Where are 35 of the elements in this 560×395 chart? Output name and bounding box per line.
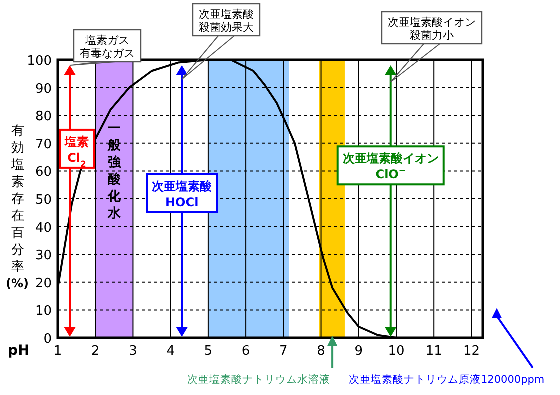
x-tick-label: 2 <box>91 344 100 359</box>
y-tick-label: 20 <box>35 276 52 292</box>
band-label: 一般強酸化水 <box>108 121 121 222</box>
y-tick-label: 60 <box>35 165 52 180</box>
x-tick-label: 7 <box>280 344 288 359</box>
x-tick-label: 10 <box>388 344 405 359</box>
text: 次亜塩素酸イオン殺菌力小 <box>388 16 476 42</box>
x-tick-label: 11 <box>426 344 442 359</box>
y-tick-label: 50 <box>35 193 52 208</box>
x-tick-label: 9 <box>354 344 364 359</box>
y-tick-label: 70 <box>35 137 52 152</box>
text: 次亜塩素酸ナトリウム原液120000ppm <box>349 373 545 386</box>
x-tick-label: 8 <box>317 344 326 359</box>
x-tick-label: 3 <box>129 344 138 359</box>
y-tick-label: 40 <box>35 220 52 236</box>
ref-line-label: 塩素 Cl$_{2}$ <box>64 134 89 169</box>
x-tick-label: 4 <box>166 344 175 359</box>
x-tick-label: 1 <box>54 344 62 359</box>
ref-line-label: 次亜塩素酸 HOCl <box>152 179 214 210</box>
y-tick-label: 10 <box>35 304 52 320</box>
x-tick-label: 12 <box>463 344 480 359</box>
annotation: 塩素ガス有毒なガス <box>80 34 135 60</box>
text: (%) <box>6 276 29 290</box>
y-tick-label: 30 <box>35 248 52 264</box>
x-tick-label: 5 <box>204 344 213 359</box>
y-tick-label: 0 <box>44 332 52 347</box>
ref-line-label: 次亜塩素酸イオン ClO$^{−}$ <box>342 152 439 182</box>
x-tick-label: 6 <box>242 344 250 359</box>
y-tick-label: 100 <box>27 54 52 69</box>
text: 次亜塩素酸殺菌効果大 <box>199 8 254 34</box>
text: 有効塩素存在百分率 <box>12 124 24 275</box>
annotation: 次亜塩素酸ナトリウム水溶液 <box>188 373 331 386</box>
y-tick-label: 80 <box>35 110 52 125</box>
x-axis-title: pH <box>8 343 30 359</box>
y-tick-label: 90 <box>35 82 52 97</box>
